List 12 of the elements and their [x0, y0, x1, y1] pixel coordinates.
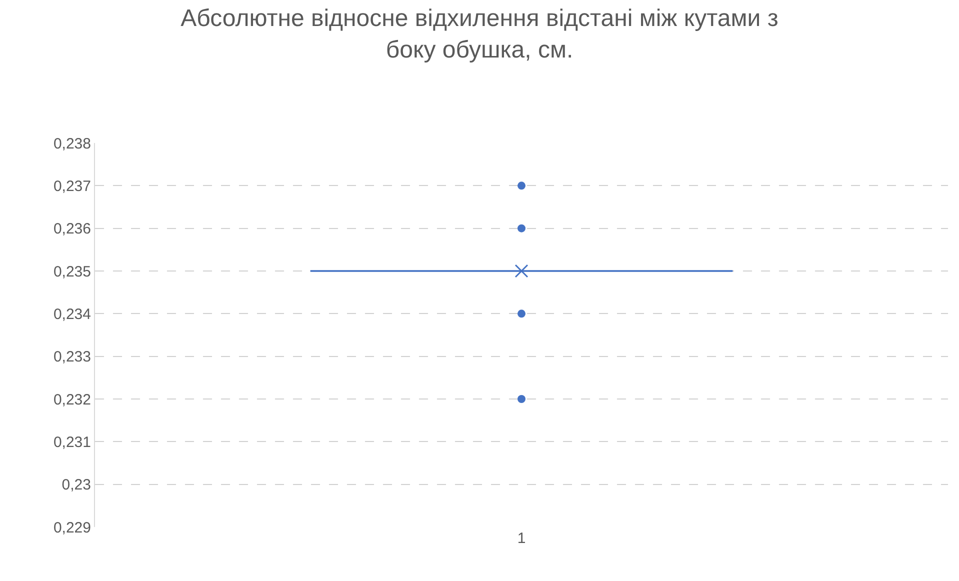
y-tick-label: 0,23 [62, 476, 91, 494]
y-tick-label: 0,233 [53, 348, 91, 366]
x-tick-label: 1 [517, 530, 526, 547]
y-tick-label: 0,232 [53, 391, 91, 408]
y-tick-label: 0,229 [53, 519, 91, 536]
chart-title: Абсолютне відносне відхилення відстані між кутами з боку обушка, см. [180, 5, 778, 64]
y-tick-label: 0,238 [53, 135, 91, 152]
y-tick-label: 0,235 [53, 263, 91, 280]
y-tick-label: 0,231 [53, 434, 91, 451]
y-tick-label: 0,236 [53, 220, 91, 238]
y-tick-label: 0,234 [53, 306, 91, 323]
y-tick-label: 0,237 [53, 178, 91, 195]
